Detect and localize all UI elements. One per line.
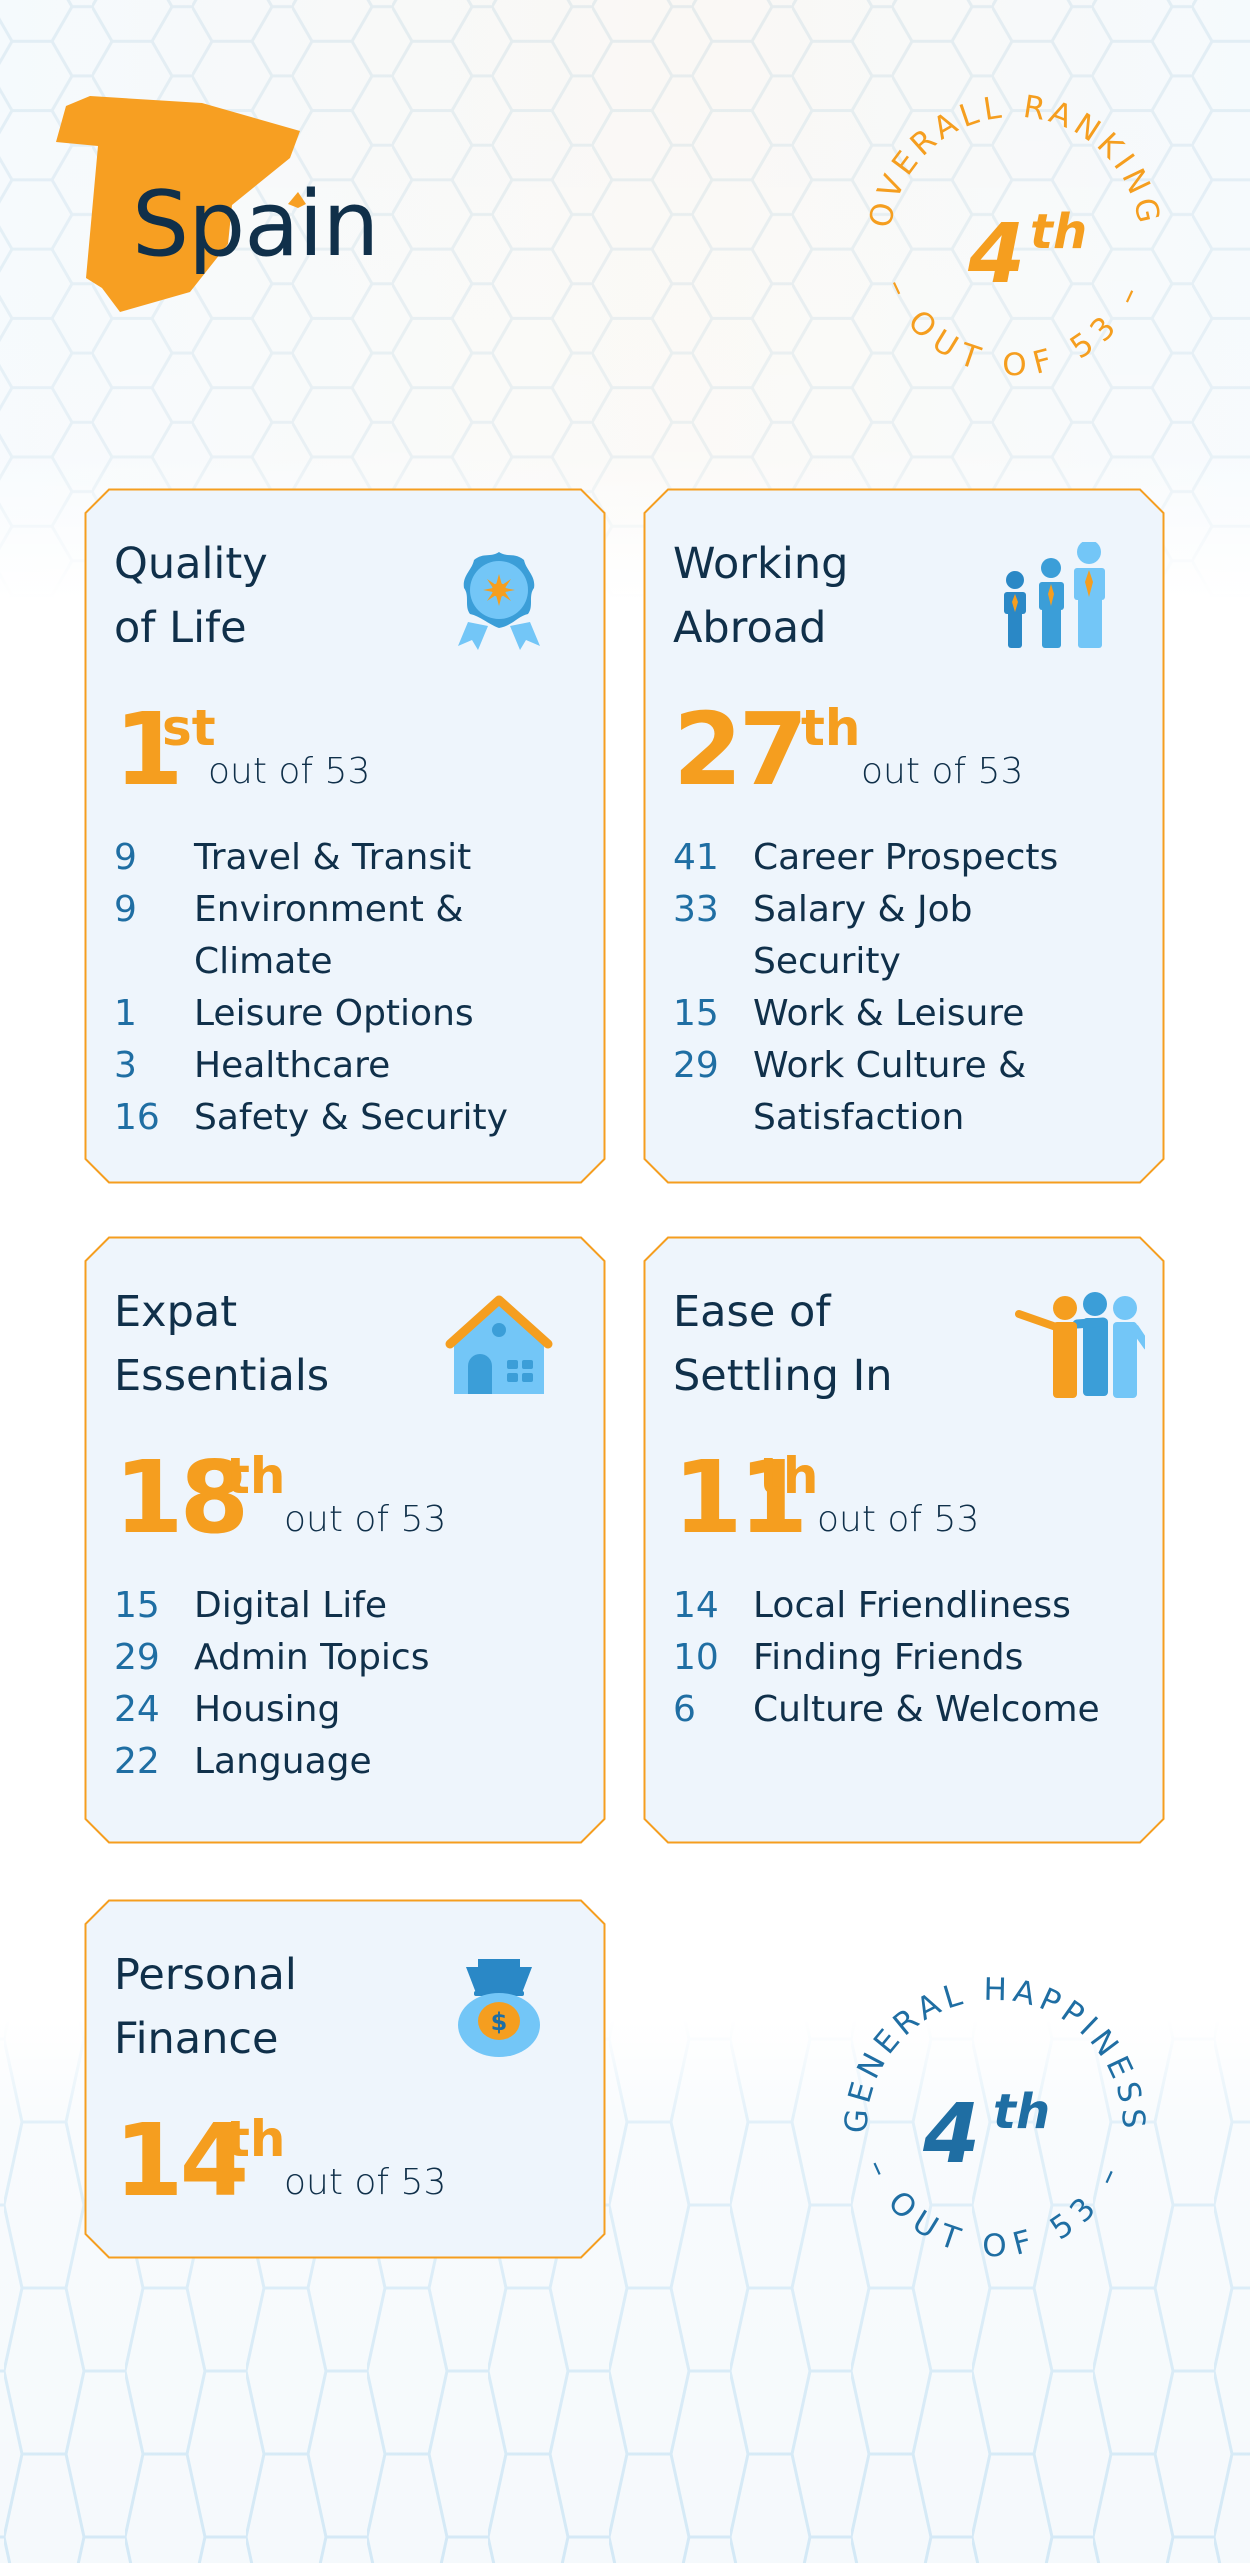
card-title: Working Abroad xyxy=(673,539,849,653)
country-title: Spain xyxy=(132,172,379,277)
sub-ranking-list: 41 Career Prospects 33 Salary & Job Securi… xyxy=(673,832,1165,1144)
rank-out-of: out of 53 xyxy=(284,2162,447,2203)
money-bag-icon: $ xyxy=(444,1953,554,2063)
spain-map-icon xyxy=(56,92,356,322)
list-item: 14 Local Friendliness xyxy=(673,1585,1071,1626)
sub-ranking-list: 9 Travel & Transit 9 Environment & Climate… xyxy=(114,832,606,1144)
list-item: 22 Language xyxy=(114,1741,372,1782)
happiness-rank-number: 4 xyxy=(922,2087,980,2182)
list-item: 24 Housing xyxy=(114,1689,341,1730)
list-item: 15 Digital Life xyxy=(114,1585,388,1626)
rank-suffix: th xyxy=(801,699,861,757)
svg-text:$: $ xyxy=(491,2008,508,2036)
rank-suffix: th xyxy=(226,1447,286,1505)
award-ribbon-icon xyxy=(444,542,554,652)
rank-out-of: out of 53 xyxy=(284,1499,447,1540)
rank-display: 27 th out of 53 xyxy=(673,691,1165,810)
rank-suffix: th xyxy=(759,1447,819,1505)
sub-ranking-list: 15 Digital Life 29 Admin Topics 24 Housing … xyxy=(114,1580,606,1788)
general-happiness-badge: GENERAL HAPPINESS – OUT OF 53 – 4 th xyxy=(815,1940,1170,2290)
svg-text:– OUT OF 53 –: – OUT OF 53 – xyxy=(859,2154,1131,2265)
rank-display: 14 th out of 53 xyxy=(114,2102,606,2221)
card-title: Quality of Life xyxy=(114,539,268,653)
rank-display: 18 th out of 53 xyxy=(114,1439,606,1558)
rank-display: 11 th out of 53 xyxy=(673,1439,1165,1558)
rank-suffix: th xyxy=(226,2110,286,2168)
list-item: 9 Travel & Transit xyxy=(114,837,472,878)
list-item: 3 Healthcare xyxy=(114,1045,391,1086)
list-item: 10 Finding Friends xyxy=(673,1637,1024,1678)
overall-rank-suffix: th xyxy=(1030,204,1087,260)
card-title: Expat Essentials xyxy=(114,1287,330,1401)
list-item: 15 Work & Leisure xyxy=(673,993,1025,1034)
list-item: 33 Salary & Job Security xyxy=(673,889,973,982)
card-ease-of-settling-in: Ease of Settling In 11 th out of 53 14 Loc… xyxy=(643,1236,1165,1844)
rank-number: 11 xyxy=(673,1439,808,1556)
rank-out-of: out of 53 xyxy=(861,751,1024,792)
friends-group-icon xyxy=(1015,1290,1151,1400)
rank-number: 1 xyxy=(114,691,184,808)
rank-suffix: st xyxy=(162,699,216,757)
rank-display: 1 st out of 53 xyxy=(114,691,606,810)
list-item: 41 Career Prospects xyxy=(673,837,1059,878)
card-title: Ease of Settling In xyxy=(673,1287,893,1401)
rank-number: 18 xyxy=(114,1439,249,1556)
happiness-rank-suffix: th xyxy=(993,2084,1050,2140)
card-personal-finance: Personal Finance $ 14 th out of 53 xyxy=(84,1899,606,2259)
house-icon xyxy=(444,1290,554,1400)
list-item: 6 Culture & Welcome xyxy=(673,1689,1100,1730)
card-title: Personal Finance xyxy=(114,1950,297,2064)
list-item: 1 Leisure Options xyxy=(114,993,474,1034)
rank-out-of: out of 53 xyxy=(208,751,371,792)
rank-number: 14 xyxy=(114,2102,249,2219)
list-item: 16 Safety & Security xyxy=(114,1097,508,1138)
list-item: 29 Admin Topics xyxy=(114,1637,430,1678)
overall-ranking-badge: OVERALL RANKING – OUT OF 53 – 4 th xyxy=(850,70,1180,410)
list-item: 9 Environment & Climate xyxy=(114,889,464,982)
card-expat-essentials: Expat Essentials 18 th out of 53 15 Digita… xyxy=(84,1236,606,1844)
sub-ranking-list: 14 Local Friendliness 10 Finding Friends 6… xyxy=(673,1580,1165,1736)
card-working-abroad: Working Abroad 27 th out of 53 xyxy=(643,488,1165,1184)
happiness-arc-bottom: – OUT OF 53 – xyxy=(859,2154,1122,2265)
card-quality-of-life: Quality of Life 1 st out of 53 9 Travel & … xyxy=(84,488,606,1184)
list-item: 29 Work Culture & Satisfaction xyxy=(673,1045,1027,1138)
business-people-icon xyxy=(1003,540,1113,652)
overall-rank-number: 4 xyxy=(967,207,1025,302)
rank-out-of: out of 53 xyxy=(817,1499,980,1540)
rank-number: 27 xyxy=(673,691,808,808)
